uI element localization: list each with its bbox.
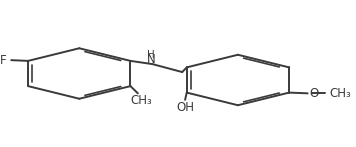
Text: N: N <box>146 53 155 66</box>
Text: O: O <box>310 87 319 100</box>
Text: CH₃: CH₃ <box>330 87 351 100</box>
Text: CH₃: CH₃ <box>130 94 152 107</box>
Text: H: H <box>147 50 155 60</box>
Text: F: F <box>0 54 7 67</box>
Text: OH: OH <box>176 101 194 113</box>
